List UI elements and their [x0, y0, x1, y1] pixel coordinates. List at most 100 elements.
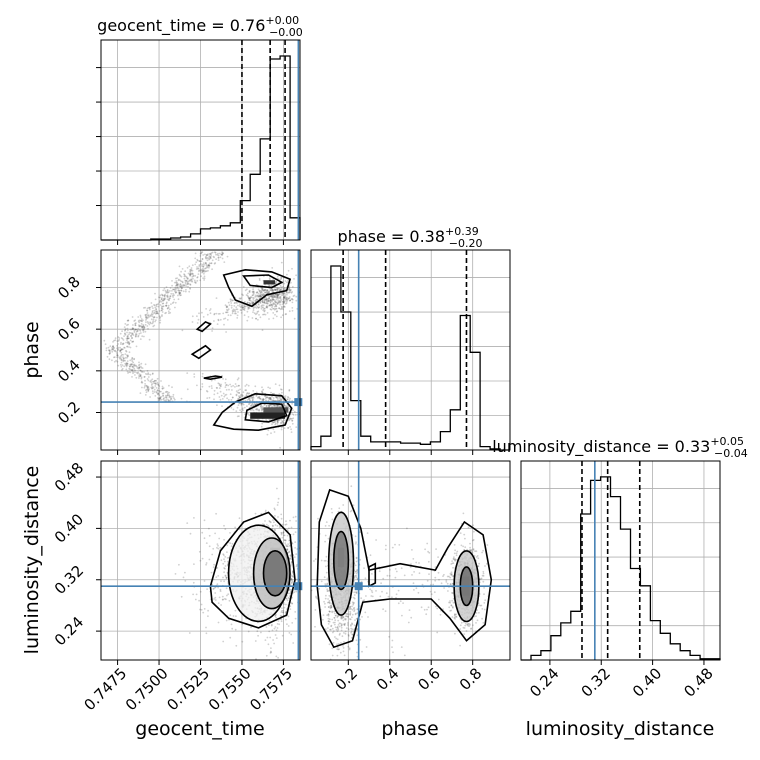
sample-point — [197, 318, 200, 321]
sample-point — [216, 387, 219, 389]
sample-point — [279, 288, 282, 290]
sample-point — [254, 294, 257, 297]
sample-point — [289, 407, 291, 410]
sample-point — [166, 298, 169, 301]
sample-point — [168, 391, 170, 394]
sample-point — [261, 304, 264, 307]
sample-point — [216, 323, 219, 325]
sample-point — [268, 304, 271, 307]
sample-point — [483, 587, 485, 589]
sample-point — [250, 296, 253, 299]
sample-point — [275, 301, 277, 304]
sample-point — [131, 376, 133, 378]
sample-point — [219, 312, 221, 315]
sample-point — [294, 413, 297, 416]
sample-point — [166, 296, 169, 298]
sample-point — [227, 399, 230, 401]
sample-point — [240, 404, 243, 406]
sample-point — [211, 387, 213, 389]
sample-point — [218, 596, 221, 599]
sample-point — [413, 571, 415, 573]
sample-point — [236, 308, 239, 311]
sample-point — [267, 643, 270, 646]
sample-point — [144, 394, 147, 396]
sample-point — [273, 305, 276, 308]
sample-point — [283, 296, 286, 298]
sample-point — [126, 331, 128, 334]
sample-point — [266, 433, 269, 436]
sample-point — [290, 526, 293, 529]
sample-point — [276, 295, 279, 297]
sample-point — [160, 395, 163, 398]
sample-point — [147, 390, 150, 393]
sample-point — [228, 388, 230, 391]
sample-point — [257, 306, 260, 309]
sample-point — [283, 403, 286, 406]
sample-point — [267, 300, 270, 302]
sample-point — [257, 409, 259, 411]
sample-point — [258, 395, 261, 398]
sample-point — [289, 519, 291, 522]
sample-point — [268, 290, 270, 293]
sample-point — [103, 339, 106, 342]
sample-point — [166, 292, 169, 294]
sample-point — [217, 382, 220, 385]
sample-point — [273, 302, 276, 305]
sample-point — [139, 316, 142, 318]
sample-point — [241, 408, 244, 411]
sample-point — [129, 363, 132, 366]
sample-point — [473, 530, 475, 533]
sample-point — [251, 294, 254, 297]
sample-point — [152, 307, 154, 309]
sample-point — [177, 287, 180, 290]
sample-point — [143, 371, 145, 373]
sample-point — [118, 337, 121, 339]
sample-point — [220, 383, 223, 386]
sample-point — [240, 305, 243, 308]
sample-point — [124, 353, 127, 355]
sample-point — [165, 396, 168, 398]
sample-point — [170, 292, 173, 295]
sample-point — [209, 308, 212, 310]
sample-point — [179, 283, 182, 286]
sample-point — [324, 602, 326, 605]
sample-point — [142, 319, 144, 322]
sample-point — [252, 409, 255, 412]
sample-point — [220, 604, 223, 606]
sample-point — [283, 291, 286, 294]
sample-point — [144, 323, 147, 326]
sample-point — [258, 306, 261, 309]
sample-point — [263, 298, 266, 301]
sample-point — [260, 631, 262, 634]
sample-point — [183, 275, 186, 278]
sample-point — [113, 360, 116, 363]
sample-point — [206, 397, 209, 399]
sample-point — [387, 595, 390, 598]
sample-point — [232, 310, 235, 312]
sample-point — [223, 558, 225, 561]
sample-point — [247, 316, 250, 318]
sample-point — [291, 267, 293, 270]
sample-point — [259, 291, 262, 294]
sample-point — [173, 398, 176, 401]
sample-point — [472, 624, 474, 627]
sample-point — [226, 557, 229, 559]
sample-point — [168, 298, 170, 301]
sample-point — [150, 381, 153, 383]
sample-point — [280, 398, 282, 401]
sample-point — [395, 570, 398, 573]
sample-point — [272, 421, 275, 424]
sample-point — [284, 523, 287, 526]
sample-point — [191, 280, 194, 283]
sample-point — [263, 313, 266, 316]
sample-point — [278, 393, 281, 395]
sample-point — [169, 297, 172, 300]
sample-point — [156, 303, 159, 306]
sample-point — [484, 599, 487, 602]
sample-point — [261, 390, 263, 393]
sample-point — [261, 293, 264, 296]
sample-point — [232, 384, 235, 387]
sample-point — [263, 299, 266, 302]
sample-point — [277, 656, 279, 659]
sample-point — [249, 297, 251, 299]
